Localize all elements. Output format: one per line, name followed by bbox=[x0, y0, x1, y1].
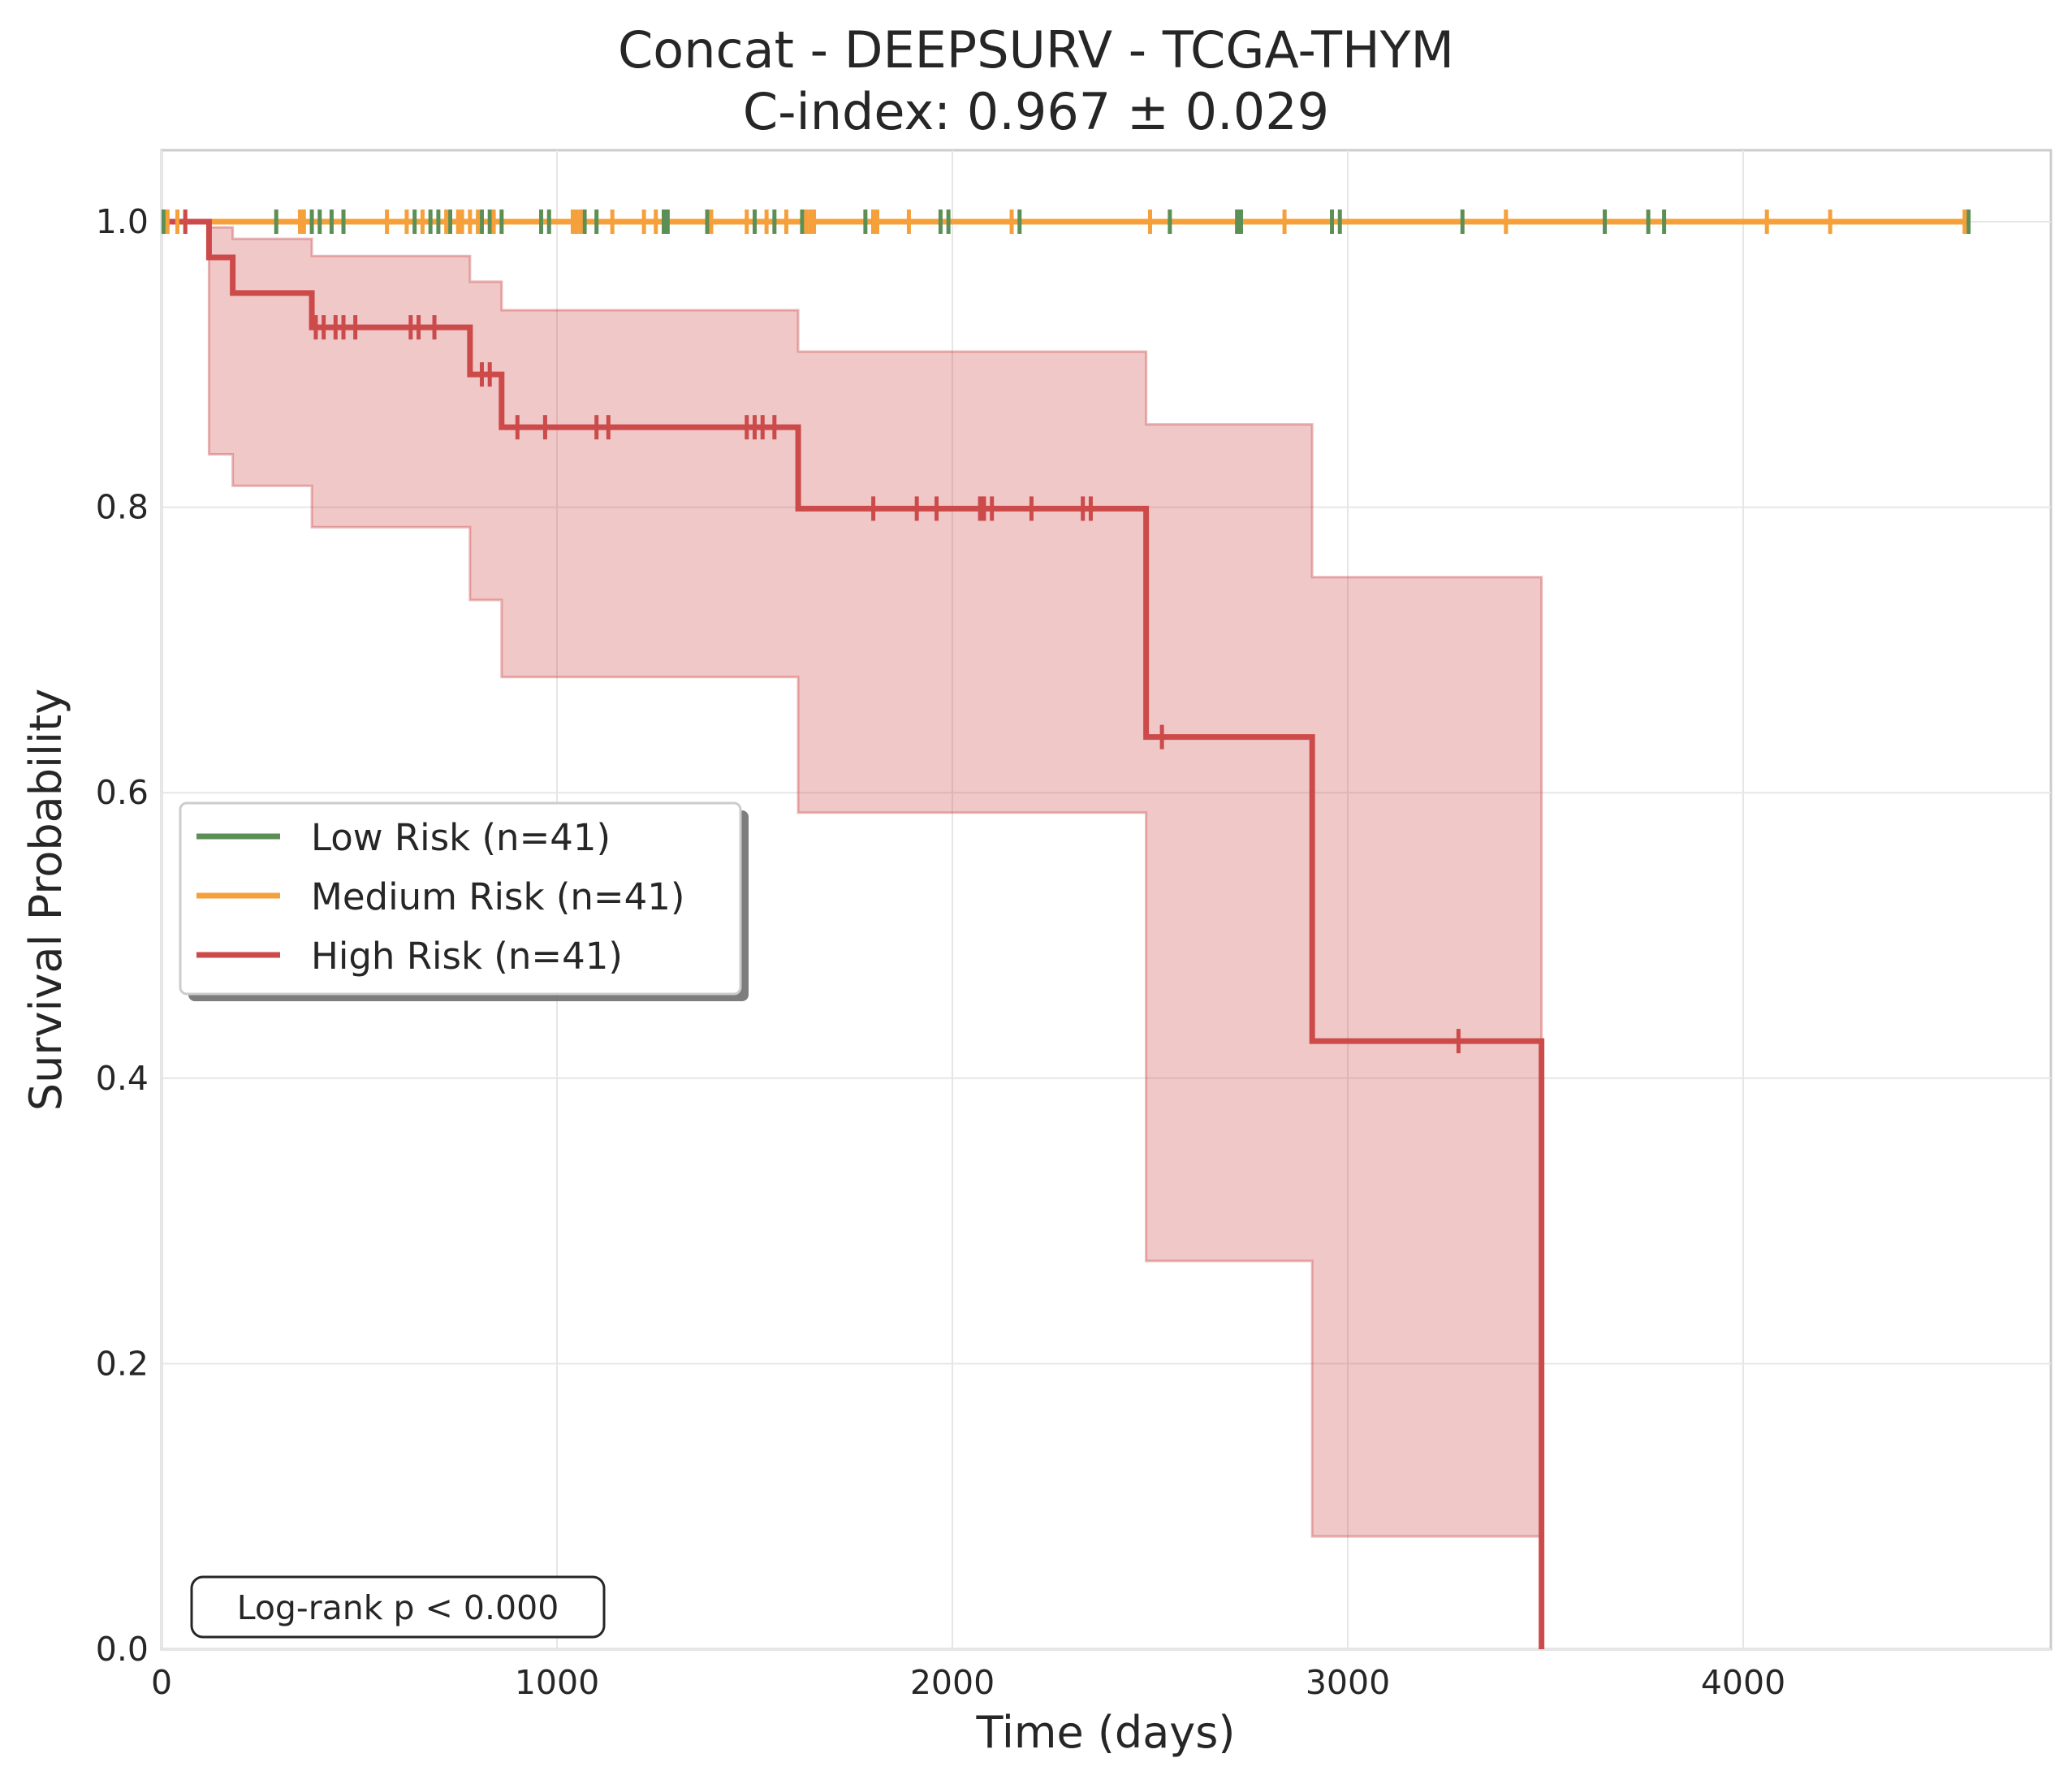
legend-box bbox=[179, 801, 742, 996]
legend-label-low-risk: Low Risk (n=41) bbox=[311, 816, 611, 859]
logrank-annotation: Log-rank p < 0.000 bbox=[190, 1575, 606, 1639]
y-tick-label: 0.6 bbox=[96, 773, 149, 812]
x-axis-label: Time (days) bbox=[976, 1707, 1236, 1758]
legend-label-medium-risk: Medium Risk (n=41) bbox=[311, 875, 684, 918]
y-tick-label: 1.0 bbox=[96, 202, 149, 241]
survival-curve-high-risk bbox=[162, 218, 1545, 1649]
y-axis-label: Survival Probability bbox=[20, 689, 71, 1111]
x-tick-label: 1000 bbox=[515, 1663, 599, 1702]
legend: Low Risk (n=41) Medium Risk (n=41) High … bbox=[179, 801, 749, 1001]
annotation-text: Log-rank p < 0.000 bbox=[237, 1588, 559, 1627]
tick-labels: 0 1000 2000 3000 4000 0.0 0.2 0.4 0.6 0.8 1.0 bbox=[96, 202, 1785, 1702]
chart-subtitle: C-index: 0.967 ± 0.029 bbox=[743, 82, 1329, 141]
x-tick-label: 4000 bbox=[1701, 1663, 1785, 1702]
legend-label-high-risk: High Risk (n=41) bbox=[311, 935, 623, 978]
y-tick-label: 0.4 bbox=[96, 1059, 149, 1098]
annotation-box bbox=[190, 1575, 606, 1639]
chart-title: Concat - DEEPSURV - TCGA-THYM bbox=[618, 20, 1454, 80]
y-tick-label: 0.8 bbox=[96, 488, 149, 527]
y-tick-label: 0.2 bbox=[96, 1344, 149, 1383]
x-tick-label: 0 bbox=[151, 1663, 172, 1702]
x-tick-label: 2000 bbox=[910, 1663, 995, 1702]
y-tick-label: 0.0 bbox=[96, 1630, 149, 1669]
censor-marks bbox=[161, 210, 1971, 1054]
x-tick-label: 3000 bbox=[1306, 1663, 1390, 1702]
